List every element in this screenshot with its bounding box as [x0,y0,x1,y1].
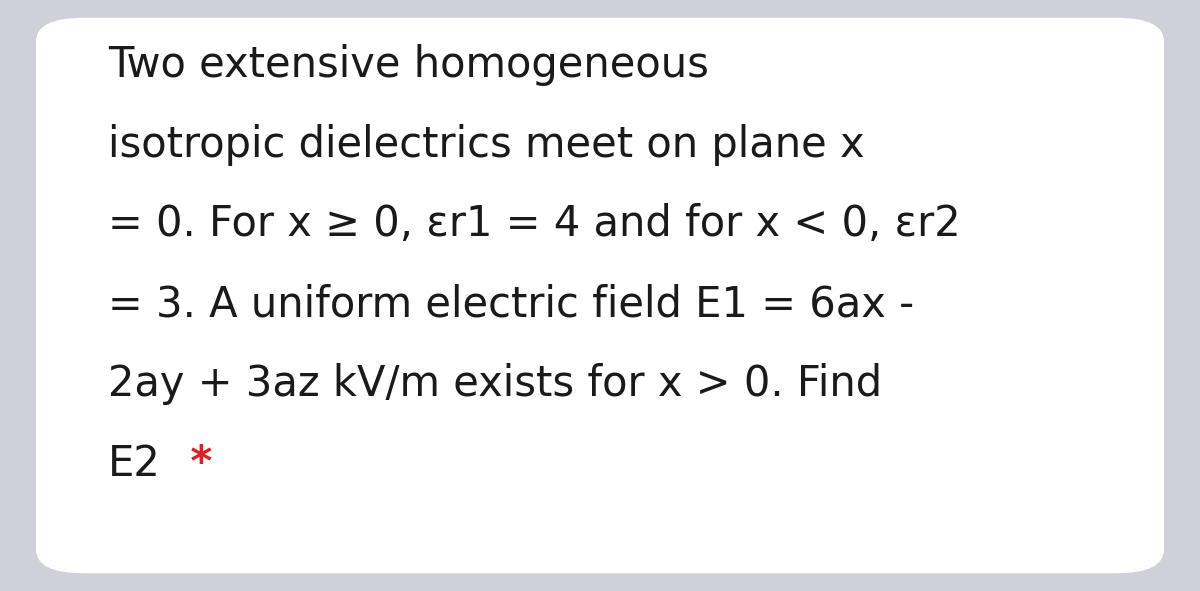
Text: = 0. For x ≥ 0, εr1 = 4 and for x < 0, εr2: = 0. For x ≥ 0, εr1 = 4 and for x < 0, ε… [108,203,961,245]
Text: isotropic dielectrics meet on plane x: isotropic dielectrics meet on plane x [108,124,865,165]
Text: *: * [176,443,212,485]
Text: 2ay + 3az kV/m exists for x > 0. Find: 2ay + 3az kV/m exists for x > 0. Find [108,363,882,405]
Text: = 3. A uniform electric field E1 = 6ax -: = 3. A uniform electric field E1 = 6ax - [108,283,914,325]
Text: Two extensive homogeneous: Two extensive homogeneous [108,44,709,86]
FancyBboxPatch shape [36,18,1164,573]
Text: E2: E2 [108,443,161,485]
